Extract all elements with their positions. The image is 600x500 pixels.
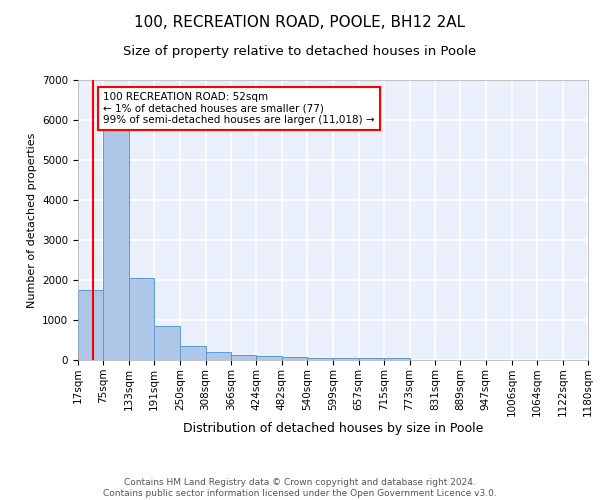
Text: 100 RECREATION ROAD: 52sqm
← 1% of detached houses are smaller (77)
99% of semi-: 100 RECREATION ROAD: 52sqm ← 1% of detac… xyxy=(103,92,375,125)
Bar xyxy=(103,128,129,360)
Bar xyxy=(206,352,231,360)
Text: Contains HM Land Registry data © Crown copyright and database right 2024.
Contai: Contains HM Land Registry data © Crown c… xyxy=(103,478,497,498)
Text: 100, RECREATION ROAD, POOLE, BH12 2AL: 100, RECREATION ROAD, POOLE, BH12 2AL xyxy=(134,15,466,30)
Bar xyxy=(78,290,103,360)
Bar xyxy=(359,358,384,360)
Bar xyxy=(180,346,206,360)
X-axis label: Distribution of detached houses by size in Poole: Distribution of detached houses by size … xyxy=(183,422,483,435)
Bar xyxy=(282,357,307,360)
Bar xyxy=(307,358,333,360)
Y-axis label: Number of detached properties: Number of detached properties xyxy=(26,132,37,308)
Bar xyxy=(154,326,180,360)
Bar xyxy=(129,278,154,360)
Bar xyxy=(231,355,256,360)
Text: Size of property relative to detached houses in Poole: Size of property relative to detached ho… xyxy=(124,45,476,58)
Bar xyxy=(256,356,282,360)
Bar xyxy=(384,358,410,360)
Bar xyxy=(333,358,359,360)
